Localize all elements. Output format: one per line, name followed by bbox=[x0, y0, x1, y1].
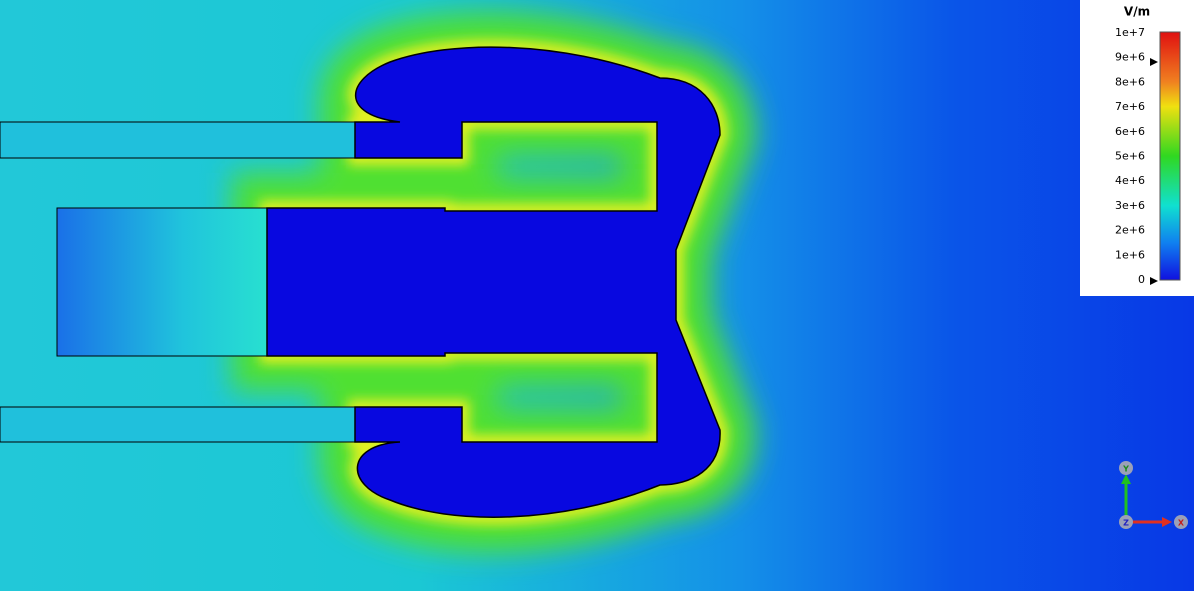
marker bbox=[1150, 277, 1158, 285]
axis-label: Y bbox=[1122, 465, 1129, 474]
marker bbox=[1150, 58, 1158, 66]
legend-tick-label: 9e+6 bbox=[1115, 51, 1145, 64]
axis-label: X bbox=[1178, 519, 1185, 528]
legend-tick-label: 0 bbox=[1138, 273, 1145, 286]
legend-tick-label: 4e+6 bbox=[1115, 174, 1145, 187]
strip-top bbox=[0, 121, 356, 159]
legend-tick-label: 1e+7 bbox=[1115, 26, 1145, 39]
legend-tick-label: 8e+6 bbox=[1115, 75, 1145, 88]
axis-label: Z bbox=[1123, 519, 1129, 528]
legend-unit: V/m bbox=[1124, 5, 1150, 19]
legend-tick-label: 3e+6 bbox=[1115, 199, 1145, 212]
legend-ticks: 1e+7 9e+6 8e+6 7e+6 6e+6 5e+6 4e+6 3e+6 2e+6 1e+6… bbox=[1115, 26, 1145, 286]
strip-bottom bbox=[0, 406, 356, 443]
legend-tick-label: 1e+6 bbox=[1115, 248, 1145, 261]
colorbar bbox=[1159, 31, 1181, 281]
axis-triad: Y Z X bbox=[1119, 461, 1188, 529]
left-block bbox=[56, 207, 268, 357]
legend-tick-label: 2e+6 bbox=[1115, 224, 1145, 237]
legend-tick-label: 7e+6 bbox=[1115, 100, 1145, 113]
legend-tick-label: 6e+6 bbox=[1115, 125, 1145, 138]
legend-tick-label: 5e+6 bbox=[1115, 150, 1145, 163]
